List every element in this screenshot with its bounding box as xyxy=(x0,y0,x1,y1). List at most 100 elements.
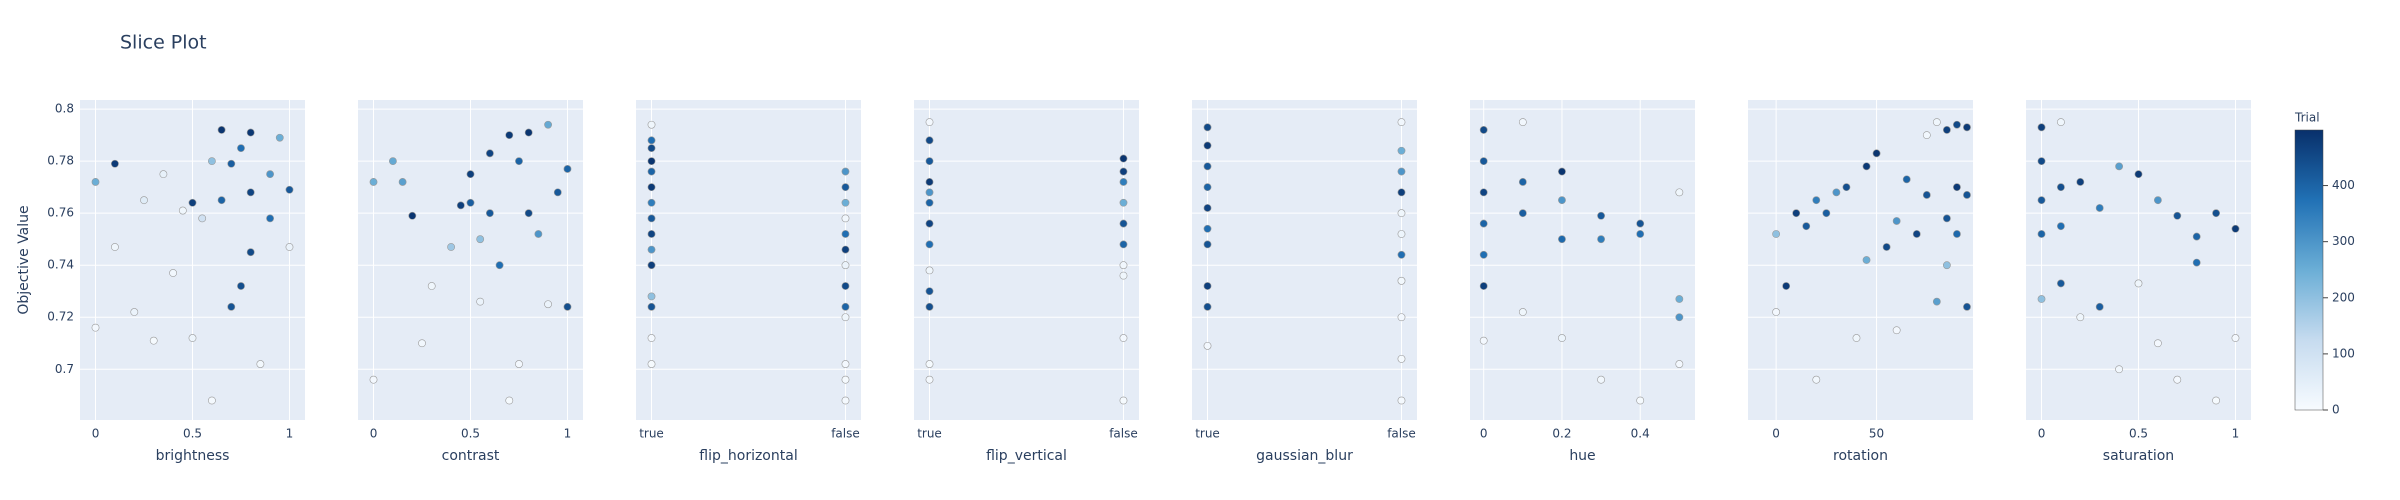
point xyxy=(1479,157,1488,166)
point xyxy=(1203,302,1212,311)
point xyxy=(466,170,475,179)
x-tick-label: 0.4 xyxy=(1631,427,1650,441)
point xyxy=(2192,232,2201,241)
point xyxy=(1812,196,1821,205)
point xyxy=(2057,279,2065,288)
point xyxy=(1963,191,1971,199)
point xyxy=(188,334,197,342)
point xyxy=(515,157,523,166)
point xyxy=(925,302,934,311)
point xyxy=(369,375,378,384)
point xyxy=(1782,282,1791,290)
point xyxy=(1882,243,1891,251)
point xyxy=(1119,198,1128,207)
point xyxy=(1397,250,1406,259)
x-tick-label: 0.5 xyxy=(461,427,480,441)
point xyxy=(217,126,226,134)
point xyxy=(553,188,562,197)
point xyxy=(1852,334,1861,342)
point xyxy=(1479,336,1488,345)
point xyxy=(841,230,850,238)
point xyxy=(2076,313,2085,322)
point xyxy=(647,167,656,176)
point xyxy=(925,266,934,275)
point xyxy=(1912,230,1921,238)
point xyxy=(1397,167,1406,176)
point xyxy=(476,235,485,244)
colorbar-tick-label: 100 xyxy=(2332,346,2355,360)
point xyxy=(925,219,934,228)
point xyxy=(1842,183,1851,192)
point xyxy=(841,167,850,176)
point xyxy=(227,159,236,168)
point xyxy=(1119,334,1128,342)
point xyxy=(1942,126,1951,134)
point xyxy=(178,206,187,215)
point xyxy=(227,302,236,311)
point xyxy=(447,243,456,251)
point xyxy=(925,375,934,384)
point xyxy=(2231,224,2240,233)
point xyxy=(2057,118,2065,127)
x-axis-label: saturation xyxy=(2103,448,2174,464)
point xyxy=(1479,282,1488,290)
point xyxy=(1862,162,1871,171)
point xyxy=(149,336,158,345)
point xyxy=(1942,261,1951,270)
point xyxy=(246,248,255,257)
point xyxy=(1479,250,1488,259)
point xyxy=(1597,375,1605,384)
point xyxy=(1119,154,1128,163)
point xyxy=(418,339,426,348)
point xyxy=(925,287,934,296)
point xyxy=(246,188,255,197)
point xyxy=(1203,240,1212,249)
point xyxy=(2057,183,2065,192)
point xyxy=(1872,149,1881,158)
point xyxy=(1675,360,1684,368)
point xyxy=(1932,297,1941,306)
y-axis-label: Objective Value xyxy=(16,205,32,314)
x-axis-label: hue xyxy=(1569,448,1595,464)
point xyxy=(1203,224,1212,233)
point xyxy=(188,198,197,207)
point xyxy=(1942,214,1951,223)
point xyxy=(925,240,934,249)
point xyxy=(1932,118,1941,127)
point xyxy=(398,178,407,186)
point xyxy=(369,178,378,186)
point xyxy=(647,214,656,223)
point xyxy=(2095,204,2104,212)
point xyxy=(1397,209,1406,218)
x-tick-label: true xyxy=(917,427,942,441)
point xyxy=(647,292,656,301)
point xyxy=(485,209,494,218)
y-tick-label: 0.76 xyxy=(47,206,74,220)
point xyxy=(647,183,656,192)
point xyxy=(647,261,656,270)
point xyxy=(2037,230,2046,238)
point xyxy=(1119,178,1128,186)
x-tick-label: 0.2 xyxy=(1552,427,1571,441)
point xyxy=(534,230,543,238)
point xyxy=(1479,219,1488,228)
point xyxy=(266,170,274,179)
x-axis-label: contrast xyxy=(442,448,500,464)
point xyxy=(1812,375,1821,384)
point xyxy=(1119,219,1128,228)
point xyxy=(140,196,148,205)
point xyxy=(237,282,245,290)
point xyxy=(1862,256,1871,264)
point xyxy=(2134,170,2143,179)
point xyxy=(841,198,850,207)
point xyxy=(1953,120,1961,129)
point xyxy=(841,302,850,311)
point xyxy=(544,120,552,129)
x-tick-label: 0 xyxy=(2038,427,2046,441)
point xyxy=(275,133,284,142)
point xyxy=(841,360,850,368)
point xyxy=(1636,230,1645,238)
x-tick-label: 1 xyxy=(564,427,572,441)
point xyxy=(466,198,475,207)
